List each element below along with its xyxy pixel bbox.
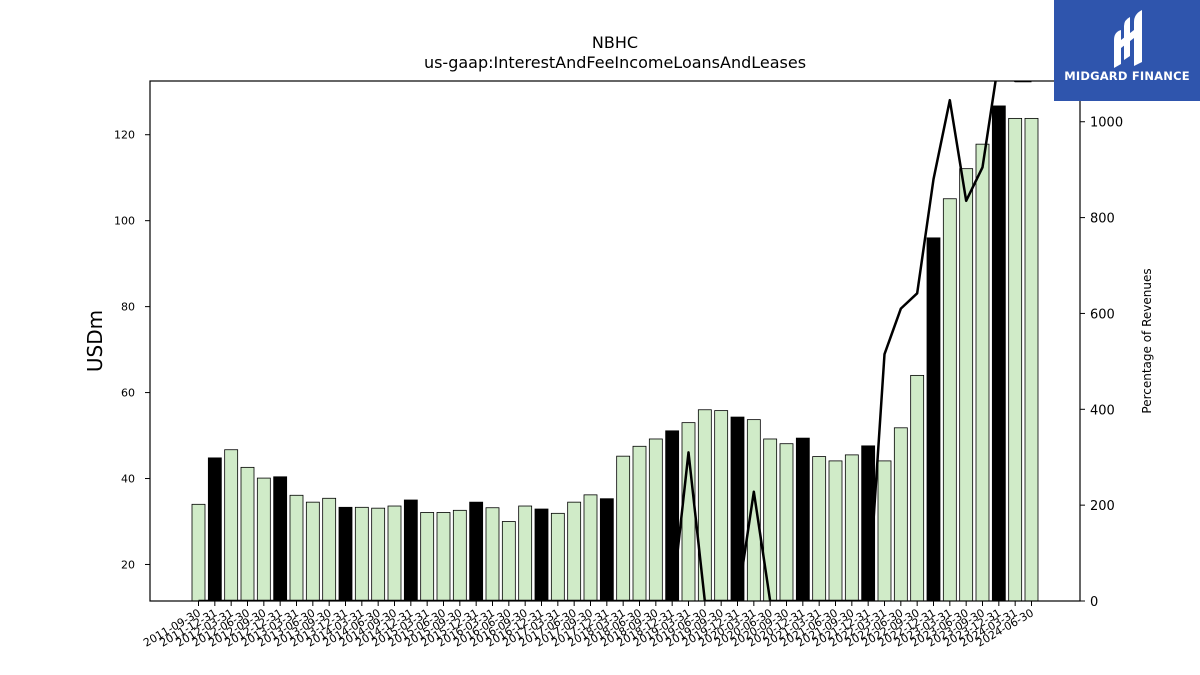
right-y-axis-label: Percentage of Revenues [1140, 268, 1154, 413]
bar-2014-06-30 [371, 507, 386, 602]
y2-tick-label: 800 [1090, 212, 1115, 227]
bar-2017-12-31 [599, 498, 614, 602]
bar-2022-06-30 [893, 427, 908, 602]
bar-2016-09-30 [518, 505, 533, 602]
line-series [198, 81, 1032, 601]
bar-2020-03-31 [746, 419, 761, 602]
y2-tick-label: 200 [1090, 499, 1115, 514]
bar-series [191, 105, 1039, 602]
right-y-axis: 0 200 400 600 800 1000 [1080, 116, 1123, 610]
chart-subtitle: us-gaap:InterestAndFeeIncomeLoansAndLeas… [424, 53, 806, 72]
bar-2018-06-30 [632, 445, 647, 602]
bar-2020-09-30 [779, 443, 794, 602]
bar-2013-09-30 [322, 497, 337, 602]
bar-2017-09-30 [583, 494, 598, 602]
bar-2018-12-31 [665, 430, 680, 602]
bar-2012-06-30 [240, 466, 255, 602]
bar-2013-06-30 [305, 501, 320, 602]
bar-2021-03-31 [812, 456, 827, 602]
y-tick-label: 120 [114, 129, 135, 142]
bar-2021-06-30 [828, 460, 843, 602]
bar-2014-03-31 [354, 506, 369, 602]
bar-2012-09-30 [256, 477, 271, 602]
bar-2016-03-31 [485, 507, 500, 602]
plot-frame [149, 80, 1081, 602]
y2-tick-label: 1000 [1090, 116, 1123, 131]
bar-2023-03-31 [942, 198, 957, 602]
bar-2024-06-30 [1024, 117, 1039, 602]
y-tick-label: 100 [114, 215, 135, 228]
bar-2019-06-30 [697, 409, 712, 602]
bar-2016-06-30 [501, 521, 516, 602]
bar-2015-03-31 [420, 512, 435, 602]
y-axis-label: USDm [83, 310, 107, 372]
bar-2019-03-31 [681, 422, 696, 602]
bar-2024-03-31 [1008, 117, 1023, 602]
chart-title: NBHC [592, 33, 638, 52]
bar-2017-03-31 [550, 512, 565, 602]
bar-2014-09-30 [387, 505, 402, 602]
y2-tick-label: 0 [1090, 595, 1098, 610]
bar-2019-09-30 [714, 410, 729, 602]
bar-2023-09-30 [975, 143, 990, 602]
y-tick-label: 60 [121, 387, 135, 400]
bar-2022-03-31 [877, 460, 892, 602]
bar-2013-03-31 [289, 494, 304, 602]
bar-2023-06-30 [959, 168, 974, 602]
y-tick-label: 20 [121, 558, 135, 571]
bar-2018-09-30 [648, 438, 663, 602]
bar-2016-12-31 [534, 508, 549, 602]
bar-2011-09-30 [191, 503, 206, 602]
bar-2022-09-30 [910, 374, 925, 602]
bar-2015-12-31 [469, 501, 484, 602]
bar-2023-12-31 [991, 105, 1006, 602]
bar-2018-03-31 [616, 455, 631, 602]
bar-2012-12-31 [273, 476, 288, 602]
brand-name: MIDGARD FINANCE [1064, 69, 1190, 83]
bar-2020-12-31 [795, 437, 810, 602]
midgard-m-logo-icon [1114, 10, 1142, 68]
y-tick-label: 40 [121, 473, 135, 486]
x-axis: 2011-09-302011-12-312012-03-312012-06-30… [141, 601, 1036, 650]
bar-2012-03-31 [224, 449, 239, 602]
left-y-axis: 20 40 60 80 100 120 [114, 129, 150, 571]
midgard-finance-logo: MIDGARD FINANCE [1054, 0, 1200, 101]
y2-tick-label: 400 [1090, 403, 1115, 418]
bar-2021-09-30 [844, 454, 859, 602]
y-tick-label: 80 [121, 301, 135, 314]
bar-2015-09-30 [452, 509, 467, 602]
bar-2013-12-31 [338, 506, 353, 602]
bar-2011-12-31 [207, 457, 222, 602]
bar-2014-12-31 [403, 499, 418, 602]
percentage-of-revenues-line [198, 81, 1032, 601]
bar-2017-06-30 [567, 501, 582, 602]
bar-2022-12-31 [926, 237, 941, 602]
y2-tick-label: 600 [1090, 307, 1115, 322]
bar-2015-06-30 [436, 512, 451, 602]
